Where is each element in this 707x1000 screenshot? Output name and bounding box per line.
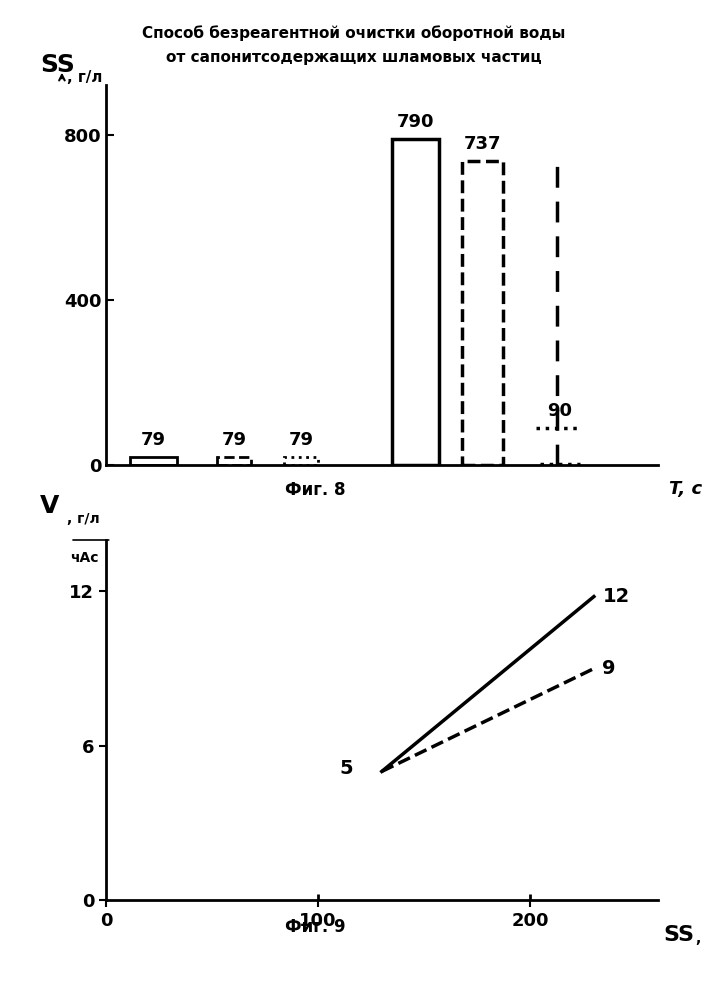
Text: 79: 79 xyxy=(221,431,246,449)
Text: Фиг. 9: Фиг. 9 xyxy=(286,918,346,936)
Bar xyxy=(462,161,503,465)
Text: V: V xyxy=(40,494,59,518)
Bar xyxy=(392,139,439,465)
Text: SS: SS xyxy=(663,925,694,945)
Text: SS: SS xyxy=(40,53,75,77)
Text: 79: 79 xyxy=(288,431,314,449)
Text: чАс: чАс xyxy=(70,551,99,565)
Text: 79: 79 xyxy=(141,431,165,449)
Text: 12: 12 xyxy=(602,587,630,606)
Text: , г/л: , г/л xyxy=(67,512,100,526)
Text: 737: 737 xyxy=(464,135,501,153)
Text: Способ безреагентной очистки оборотной воды: Способ безреагентной очистки оборотной в… xyxy=(142,25,565,41)
Bar xyxy=(217,457,251,465)
Text: 9: 9 xyxy=(602,659,616,678)
Text: Фиг. 8: Фиг. 8 xyxy=(286,481,346,499)
Bar xyxy=(129,457,177,465)
Text: , г/л: , г/л xyxy=(67,70,103,85)
Text: от сапонитсодержащих шламовых частиц: от сапонитсодержащих шламовых частиц xyxy=(165,50,542,65)
Text: 5: 5 xyxy=(339,759,353,778)
Text: 90: 90 xyxy=(547,402,573,420)
Text: , г/л: , г/л xyxy=(696,932,707,946)
Text: 790: 790 xyxy=(397,113,434,131)
Text: T, с: T, с xyxy=(669,480,701,498)
Bar xyxy=(284,457,318,465)
